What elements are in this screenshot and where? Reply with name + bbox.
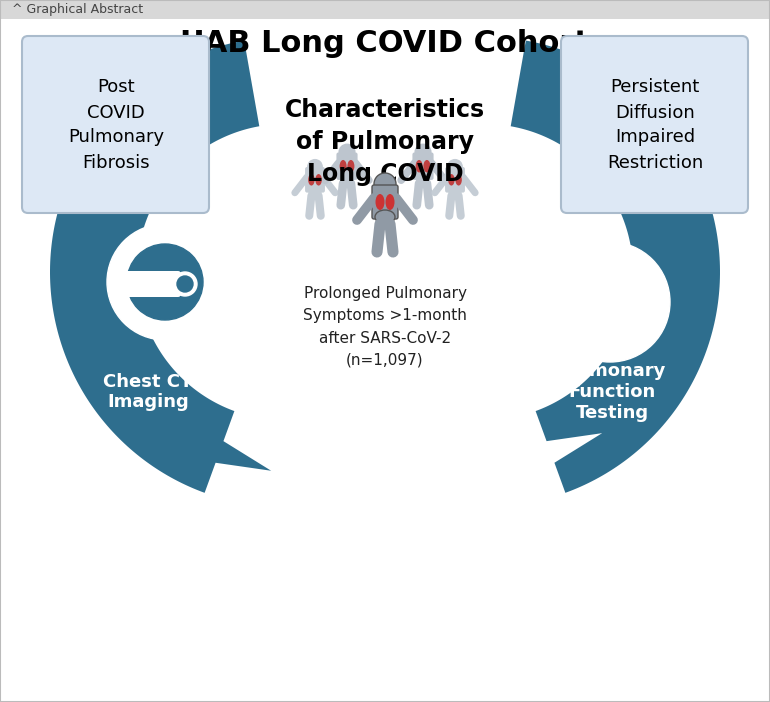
Ellipse shape <box>416 160 423 173</box>
Text: Persistent
Diffusion
Impaired
Restriction: Persistent Diffusion Impaired Restrictio… <box>607 79 703 171</box>
FancyBboxPatch shape <box>561 36 748 213</box>
Text: Characteristics
of Pulmonary
Long COVID: Characteristics of Pulmonary Long COVID <box>285 98 485 185</box>
Ellipse shape <box>448 185 462 196</box>
Circle shape <box>414 144 431 161</box>
Text: Post
COVID
Pulmonary
Fibrosis: Post COVID Pulmonary Fibrosis <box>68 79 164 171</box>
Circle shape <box>107 224 223 340</box>
FancyBboxPatch shape <box>603 260 617 299</box>
Polygon shape <box>50 41 271 493</box>
Circle shape <box>177 276 193 292</box>
FancyBboxPatch shape <box>0 0 770 19</box>
FancyBboxPatch shape <box>120 271 181 297</box>
Text: Prolonged Pulmonary
Symptoms >1-month
after SARS-CoV-2
(n=1,097): Prolonged Pulmonary Symptoms >1-month af… <box>303 286 467 368</box>
Circle shape <box>447 159 463 175</box>
Ellipse shape <box>375 210 395 224</box>
FancyBboxPatch shape <box>336 152 357 180</box>
Ellipse shape <box>614 288 645 332</box>
FancyBboxPatch shape <box>305 167 325 192</box>
Circle shape <box>307 159 323 175</box>
Ellipse shape <box>340 160 346 173</box>
Ellipse shape <box>376 194 384 210</box>
Circle shape <box>550 242 670 362</box>
Ellipse shape <box>308 185 322 196</box>
Circle shape <box>173 272 197 296</box>
Ellipse shape <box>340 173 355 183</box>
Text: ^ Graphical Abstract: ^ Graphical Abstract <box>12 3 143 16</box>
Ellipse shape <box>316 174 322 185</box>
Ellipse shape <box>347 160 354 173</box>
Circle shape <box>374 173 396 195</box>
Text: Chest CT
Imaging: Chest CT Imaging <box>103 373 192 411</box>
Ellipse shape <box>455 174 462 185</box>
Ellipse shape <box>575 288 605 332</box>
Circle shape <box>339 144 356 161</box>
Text: Pulmonary
Function
Testing: Pulmonary Function Testing <box>557 362 666 422</box>
Ellipse shape <box>308 174 315 185</box>
FancyBboxPatch shape <box>372 185 398 219</box>
Ellipse shape <box>415 173 430 183</box>
Text: UAB Long COVID Cohort: UAB Long COVID Cohort <box>180 29 590 58</box>
Ellipse shape <box>386 194 394 210</box>
Circle shape <box>127 244 203 320</box>
FancyBboxPatch shape <box>445 167 465 192</box>
Polygon shape <box>511 41 720 493</box>
Ellipse shape <box>448 174 454 185</box>
FancyBboxPatch shape <box>22 36 209 213</box>
FancyBboxPatch shape <box>413 152 434 180</box>
Ellipse shape <box>424 160 430 173</box>
